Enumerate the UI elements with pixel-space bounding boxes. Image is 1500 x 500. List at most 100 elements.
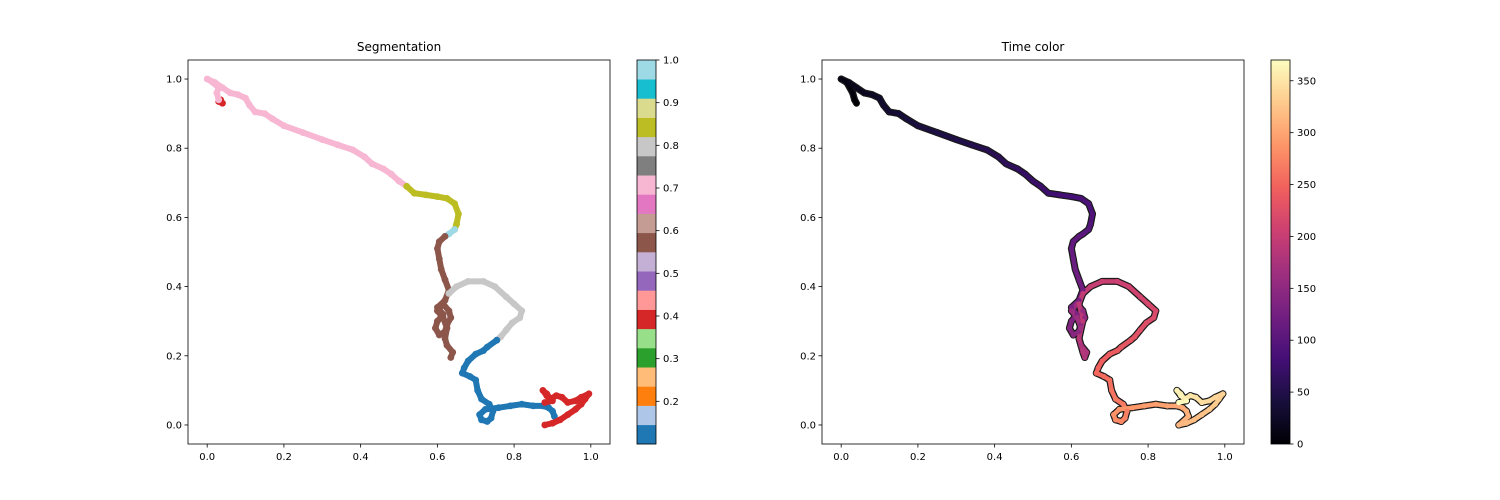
data-point xyxy=(1080,290,1086,297)
data-point xyxy=(1038,183,1044,189)
data-point xyxy=(1206,398,1213,404)
data-point xyxy=(1080,349,1086,355)
data-point xyxy=(869,92,875,98)
data-point xyxy=(1070,239,1076,245)
data-point xyxy=(1183,408,1190,414)
colorbar-band xyxy=(637,348,656,368)
data-point xyxy=(1087,221,1094,227)
colorbar-tick-label: 300 xyxy=(1297,128,1316,139)
data-point xyxy=(441,233,449,240)
data-point xyxy=(280,122,288,130)
trajectory-segment xyxy=(934,130,959,142)
data-point xyxy=(1118,418,1124,425)
y-tick-label: 0.8 xyxy=(800,144,816,155)
colorbar-band xyxy=(637,194,656,214)
data-point xyxy=(445,307,453,315)
data-point xyxy=(1080,231,1086,237)
axes-frame xyxy=(187,59,611,445)
data-point xyxy=(572,406,579,413)
data-point xyxy=(441,335,449,342)
trajectory-segment xyxy=(1076,301,1086,324)
data-point xyxy=(953,137,959,143)
data-point xyxy=(1076,277,1082,283)
data-point xyxy=(1093,370,1099,376)
data-point xyxy=(211,79,219,86)
colorbar-band xyxy=(637,290,656,310)
colorbar-tick-label: 200 xyxy=(1297,232,1316,243)
colorbar-band xyxy=(637,60,656,80)
y-tick-label: 0.6 xyxy=(800,213,816,224)
data-point xyxy=(443,195,451,202)
data-point xyxy=(1074,315,1080,321)
data-point xyxy=(1087,284,1094,290)
data-point xyxy=(1068,245,1074,252)
data-point xyxy=(510,300,518,308)
data-point xyxy=(349,146,357,154)
data-point xyxy=(1122,415,1128,421)
colorbar-band xyxy=(637,367,656,387)
data-point xyxy=(585,390,593,398)
data-point xyxy=(577,393,585,401)
data-point xyxy=(447,314,455,322)
data-point xyxy=(299,129,307,137)
x-tick-label: 0.6 xyxy=(429,452,445,463)
colorbar-band xyxy=(637,79,656,99)
data-point xyxy=(1078,195,1084,201)
data-point xyxy=(451,200,458,208)
colorbar: 0 50 100 150 200 250 300 350 xyxy=(1270,59,1316,451)
x-tick-label: 0.2 xyxy=(910,452,926,463)
data-point xyxy=(1206,406,1213,412)
x-tick-label: 0.0 xyxy=(199,452,215,463)
data-point xyxy=(213,89,221,97)
data-point xyxy=(1220,391,1226,397)
data-point xyxy=(551,412,558,420)
colorbar-band xyxy=(637,386,656,406)
data-point xyxy=(251,108,259,116)
colorbar-band xyxy=(637,405,656,426)
data-point xyxy=(493,336,501,344)
data-point xyxy=(1111,412,1117,418)
data-point xyxy=(1078,342,1084,348)
data-point xyxy=(449,348,457,356)
x-tick-label: 0.8 xyxy=(506,452,522,463)
data-point xyxy=(1080,318,1086,324)
colorbar-tick-label: 0.4 xyxy=(663,312,679,323)
data-point xyxy=(480,347,487,354)
data-point xyxy=(1183,398,1190,404)
x-tick-label: 0.8 xyxy=(1140,452,1156,463)
data-point xyxy=(896,111,902,117)
data-point xyxy=(1112,417,1119,423)
x-tick-label: 0.4 xyxy=(353,452,369,463)
data-point xyxy=(334,141,341,149)
data-point xyxy=(1137,294,1143,300)
colorbar-tick-label: 50 xyxy=(1297,388,1310,399)
colorbar-band xyxy=(637,156,656,176)
colorbar-band xyxy=(637,117,656,138)
data-point xyxy=(437,265,445,273)
colorbar-band xyxy=(637,424,656,445)
data-point xyxy=(915,123,921,129)
data-point xyxy=(1057,192,1063,198)
data-point xyxy=(455,210,462,218)
data-point xyxy=(1066,325,1072,331)
data-point xyxy=(441,276,449,284)
y-tick-label: 1.0 xyxy=(800,75,816,86)
data-point xyxy=(543,392,551,399)
data-point xyxy=(395,177,403,185)
data-point xyxy=(549,397,556,405)
data-point xyxy=(1153,401,1159,407)
data-point xyxy=(472,350,480,358)
data-point xyxy=(838,76,844,82)
data-point xyxy=(1132,334,1138,340)
data-point xyxy=(903,116,910,122)
data-point xyxy=(577,400,585,408)
data-point xyxy=(491,283,499,290)
colorbar-tick-label: 150 xyxy=(1297,284,1316,295)
data-point xyxy=(445,290,453,297)
data-point xyxy=(850,90,856,96)
data-point xyxy=(458,369,466,377)
data-point xyxy=(203,75,211,83)
data-point xyxy=(480,278,487,285)
data-point xyxy=(558,393,566,401)
